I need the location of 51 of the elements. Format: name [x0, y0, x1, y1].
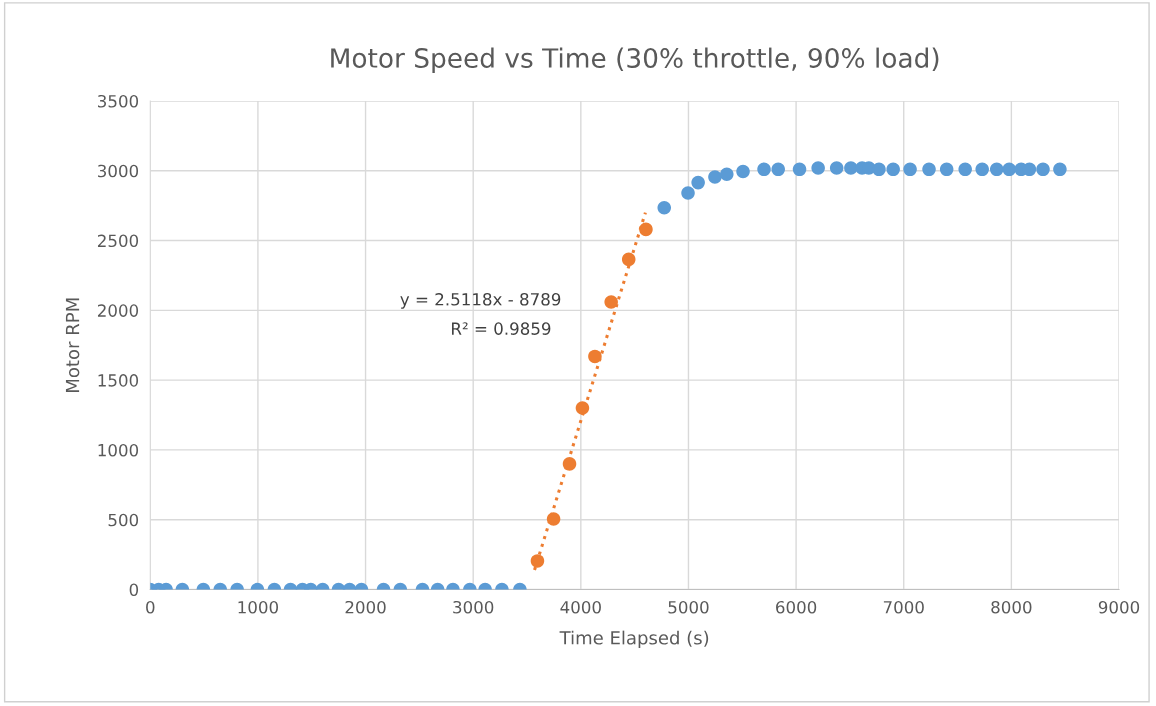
point: [575, 401, 590, 415]
point: [811, 161, 825, 175]
point: [621, 252, 636, 267]
point: [720, 167, 734, 182]
point: [975, 162, 989, 177]
annotation: R² = 0.9859: [452, 322, 551, 335]
y-tick-label: 1500: [98, 374, 139, 387]
x-tick-label: 7000: [883, 600, 924, 614]
point: [903, 162, 917, 177]
point: [886, 162, 900, 177]
point: [872, 162, 886, 177]
point: [708, 170, 722, 184]
x-tick-label: 6000: [776, 600, 817, 614]
point: [939, 162, 954, 177]
point: [958, 162, 972, 177]
point: [1036, 162, 1050, 177]
point: [604, 295, 618, 309]
point: [757, 162, 771, 177]
x-axis-title: Time Elapsed (s): [559, 630, 709, 649]
point: [639, 222, 653, 237]
point: [736, 164, 750, 179]
x-tick-label: 3000: [453, 600, 494, 614]
y-tick-label: 2500: [97, 234, 139, 248]
point: [691, 175, 705, 190]
x-tick-label: 8000: [991, 600, 1032, 614]
point: [829, 161, 844, 175]
y-tick-label: 2000: [97, 304, 139, 317]
x-tick-label: 2000: [345, 600, 386, 614]
point: [989, 162, 1004, 177]
y-tick-label: 3000: [98, 164, 139, 178]
point: [1002, 162, 1016, 177]
point: [681, 186, 695, 200]
y-tick-label: 3500: [98, 94, 139, 108]
point: [588, 349, 602, 364]
point: [922, 162, 936, 177]
y-tick-label: 1000: [98, 443, 139, 457]
point: [771, 162, 785, 177]
x-tick-label: 0: [146, 600, 155, 614]
x-tick-label: 1000: [238, 600, 279, 614]
point: [1053, 162, 1067, 177]
x-tick-label: 5000: [668, 600, 709, 614]
y-tick-label: 0: [129, 583, 139, 597]
point: [844, 161, 858, 175]
y-axis-title: Motor RPM: [65, 298, 80, 392]
y-tick-label: 500: [108, 513, 139, 527]
chart-title: Motor Speed vs Time (30% throttle, 90% load): [331, 47, 939, 74]
x-tick-label: 9000: [1098, 600, 1140, 614]
annotation: y = 2.5118x - 8789: [400, 293, 561, 309]
x-tick-label: 4000: [560, 600, 601, 614]
point: [657, 200, 672, 215]
point: [792, 162, 807, 177]
